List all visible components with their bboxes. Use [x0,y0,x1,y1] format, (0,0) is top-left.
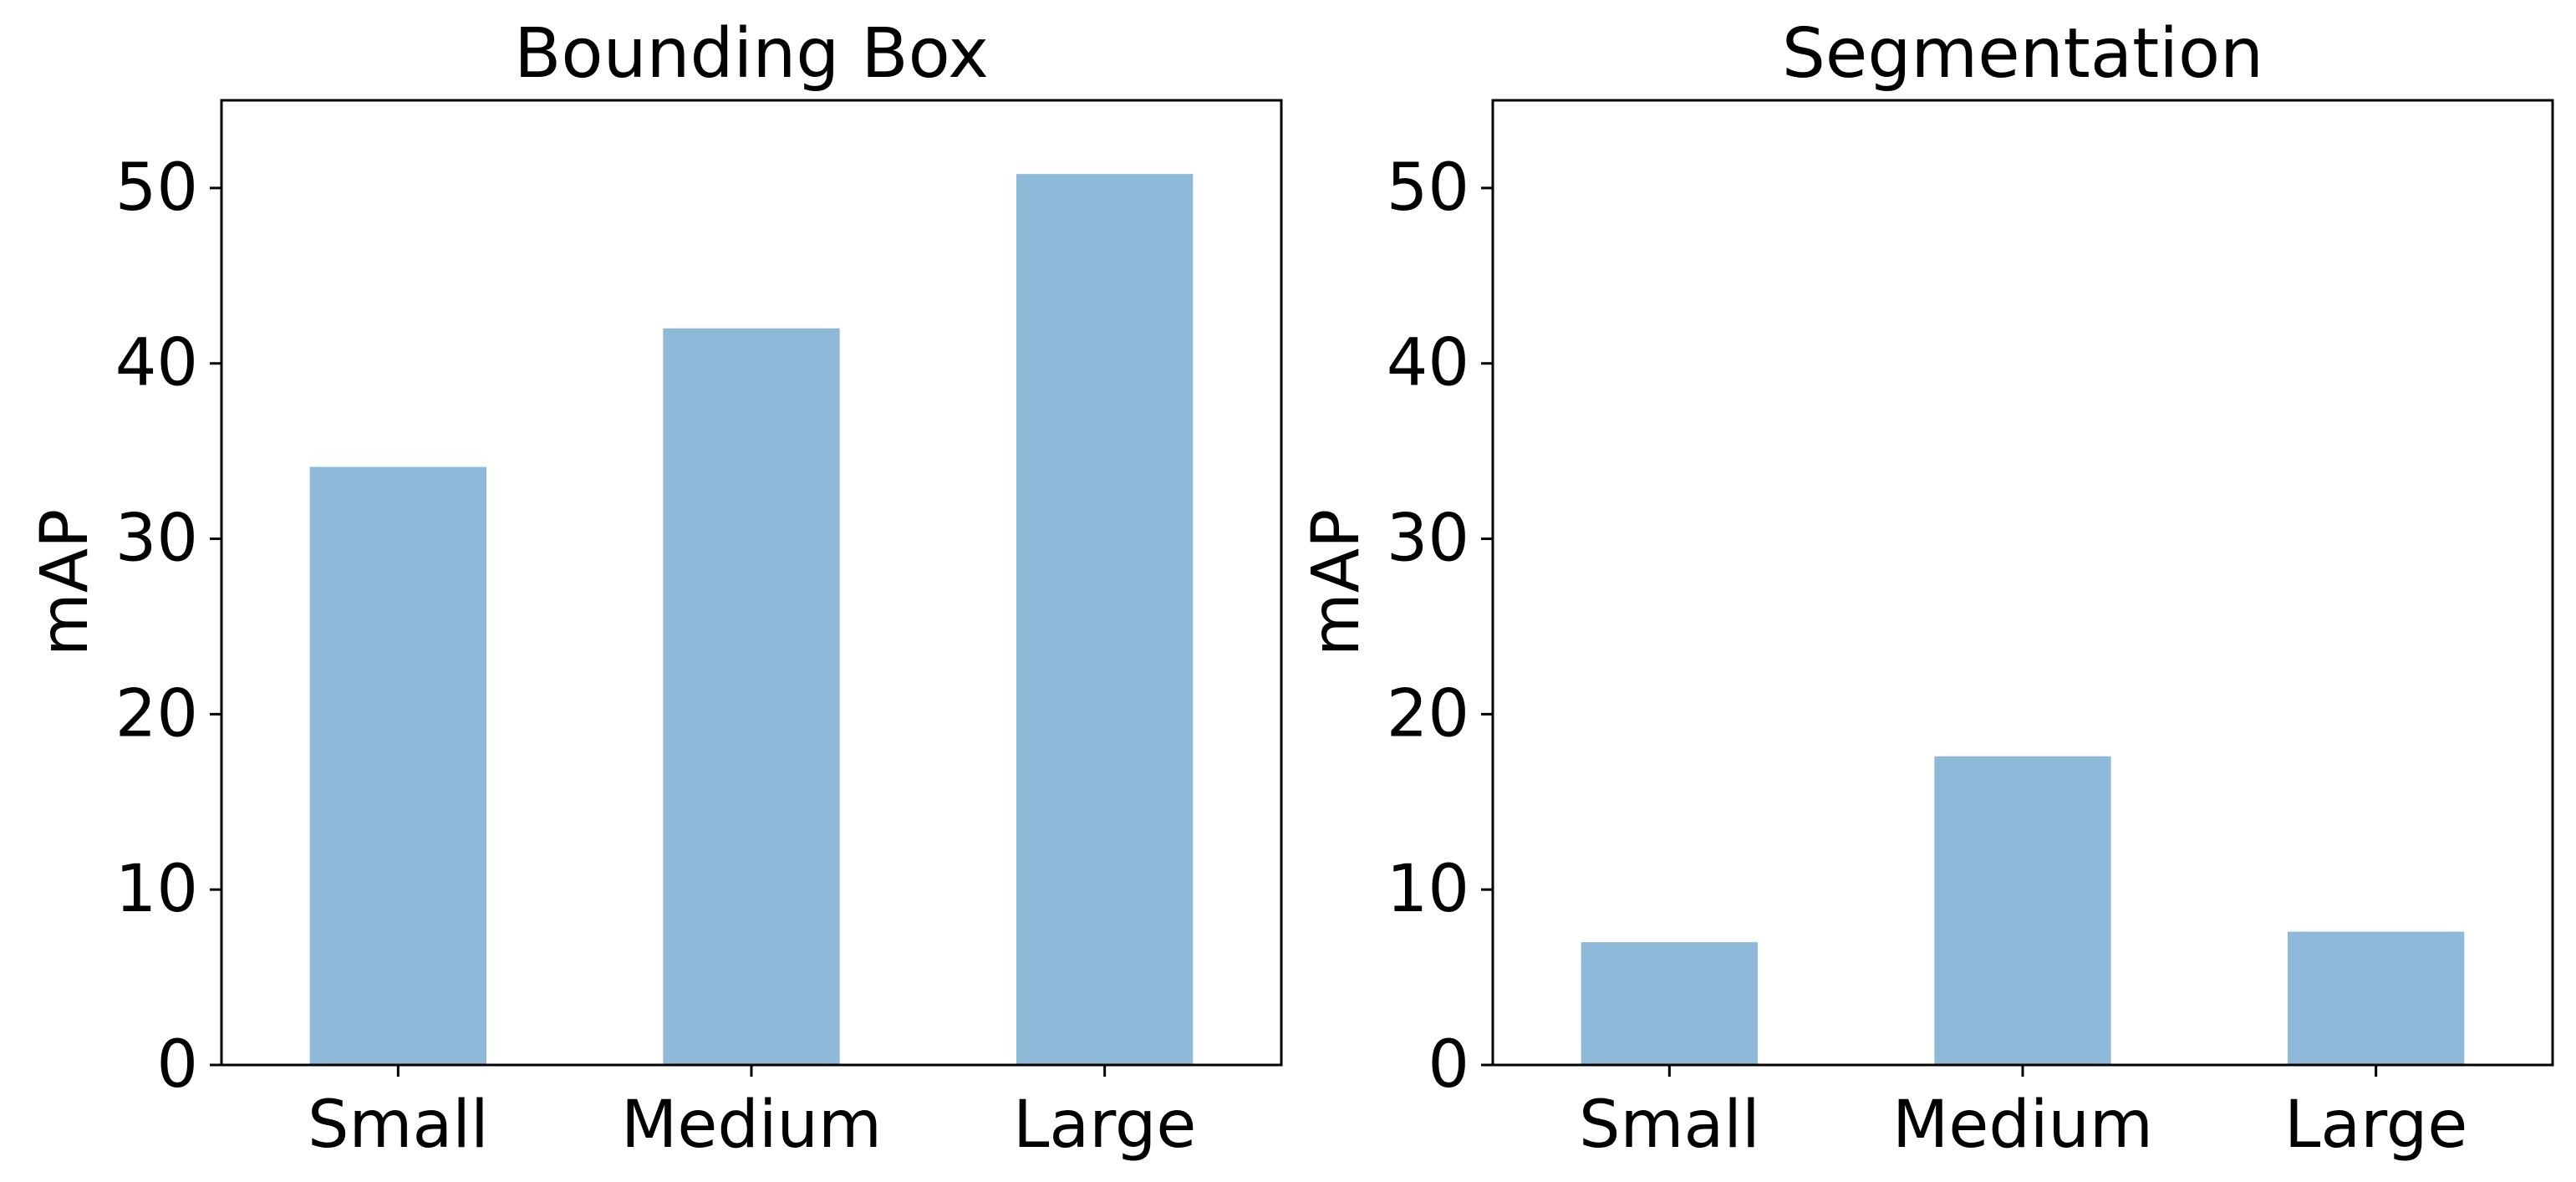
segmentation-bar-small [1581,942,1758,1065]
bounding-box-ytick-label: 40 [115,326,198,401]
segmentation-ytick-label: 20 [1387,676,1469,751]
segmentation-ytick-label: 0 [1428,1027,1469,1103]
segmentation-xtick-label-small: Small [1579,1088,1760,1163]
bounding-box-y-axis-label: mAP [28,509,103,656]
bounding-box-xtick-label-small: Small [308,1088,489,1163]
segmentation-panel: 0 10 20 30 40 50 Small Medium Large Segmentation m… [1299,14,2554,1163]
bounding-box-ytick-label: 10 [115,852,198,927]
bounding-box-ytick-label: 20 [115,676,198,751]
segmentation-ytick-label: 10 [1387,852,1469,927]
bounding-box-bar-small [309,466,486,1065]
segmentation-bar-medium [1934,756,2111,1065]
bounding-box-ytick-label: 50 [115,150,198,226]
segmentation-bar-large [2288,931,2465,1065]
bounding-box-ytick-label: 30 [115,502,198,577]
bounding-box-bar-large [1016,174,1194,1065]
bounding-box-xtick-label-large: Large [1013,1088,1196,1163]
segmentation-y-axis-label: mAP [1299,509,1374,656]
bounding-box-panel: 0 10 20 30 40 50 Small Medium Large Bounding Box m… [28,14,1283,1163]
segmentation-ytick-label: 50 [1387,150,1469,226]
segmentation-chart-title: Segmentation [1782,14,2263,94]
bounding-box-xtick-label-medium: Medium [621,1088,882,1163]
bounding-box-bar-medium [663,328,840,1065]
segmentation-xtick-label-medium: Medium [1892,1088,2153,1163]
bounding-box-ytick-label: 0 [156,1027,198,1103]
segmentation-xtick-label-large: Large [2284,1088,2467,1163]
bounding-box-chart-title: Bounding Box [514,14,989,94]
segmentation-ytick-label: 30 [1387,502,1469,577]
segmentation-ytick-label: 40 [1387,326,1469,401]
